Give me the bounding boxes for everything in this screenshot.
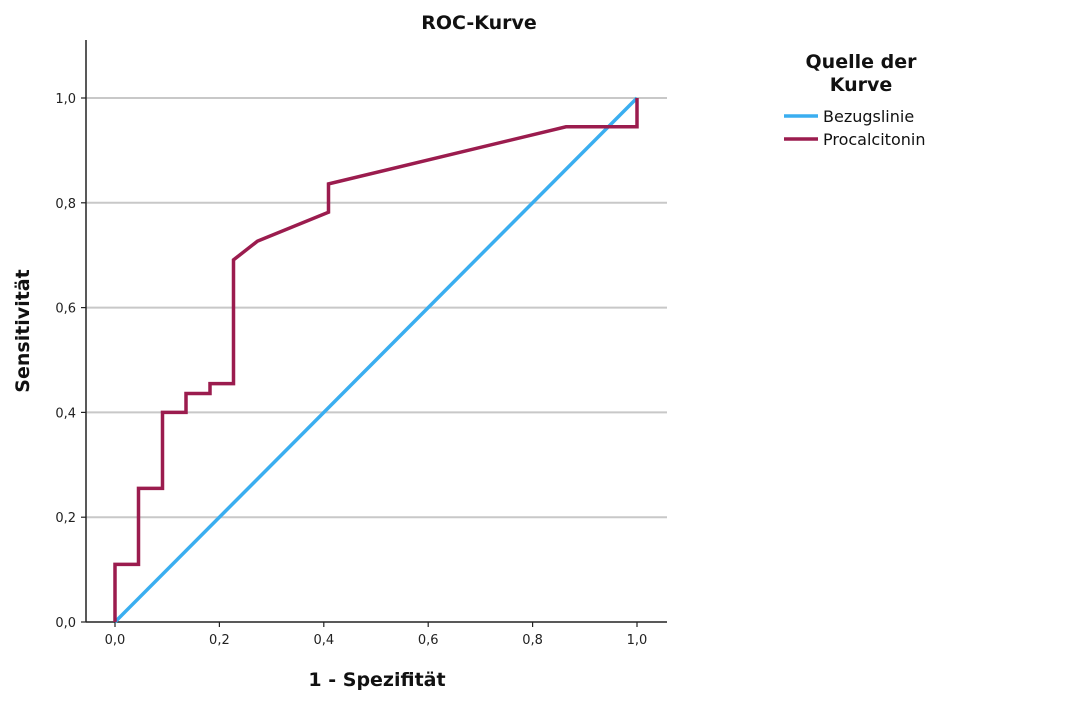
grid-lines bbox=[86, 97, 667, 519]
x-tick-label: 1,0 bbox=[627, 633, 648, 648]
series-lines bbox=[113, 96, 639, 624]
y-tick-label: 0,8 bbox=[55, 197, 76, 212]
y-tick-label: 0,0 bbox=[55, 616, 76, 631]
legend-label-bezugslinie: Bezugslinie bbox=[823, 107, 914, 126]
chart-title: ROC-Kurve bbox=[421, 12, 537, 34]
legend-title-line-2: Kurve bbox=[830, 74, 893, 96]
x-axis-title: 1 - Spezifität bbox=[308, 669, 445, 691]
y-tick-label: 0,2 bbox=[55, 511, 76, 526]
x-tick-label: 0,4 bbox=[313, 633, 334, 648]
legend-title-line-1: Quelle der bbox=[806, 51, 918, 73]
x-axis-ticks: 0,0 0,2 0,4 0,6 0,8 1,0 bbox=[105, 622, 648, 648]
legend-items: Bezugslinie Procalcitonin bbox=[784, 107, 925, 149]
x-tick-label: 0,6 bbox=[418, 633, 439, 648]
series-line-procalcitonin bbox=[113, 98, 639, 622]
legend: Quelle der Kurve Bezugslinie Procalcitoni… bbox=[784, 51, 925, 149]
y-tick-label: 1,0 bbox=[55, 92, 76, 107]
legend-label-procalcitonin: Procalcitonin bbox=[823, 130, 925, 149]
y-axis-ticks: 0,0 0,2 0,4 0,6 0,8 1,0 bbox=[55, 92, 86, 631]
x-tick-label: 0,2 bbox=[209, 633, 230, 648]
y-axis-title: Sensitivität bbox=[12, 269, 34, 392]
x-tick-label: 0,8 bbox=[522, 633, 543, 648]
y-tick-label: 0,6 bbox=[55, 302, 76, 317]
series-line-bezugslinie bbox=[113, 96, 639, 624]
axes bbox=[85, 40, 667, 623]
y-tick-label: 0,4 bbox=[55, 406, 76, 421]
x-tick-label: 0,0 bbox=[105, 633, 126, 648]
